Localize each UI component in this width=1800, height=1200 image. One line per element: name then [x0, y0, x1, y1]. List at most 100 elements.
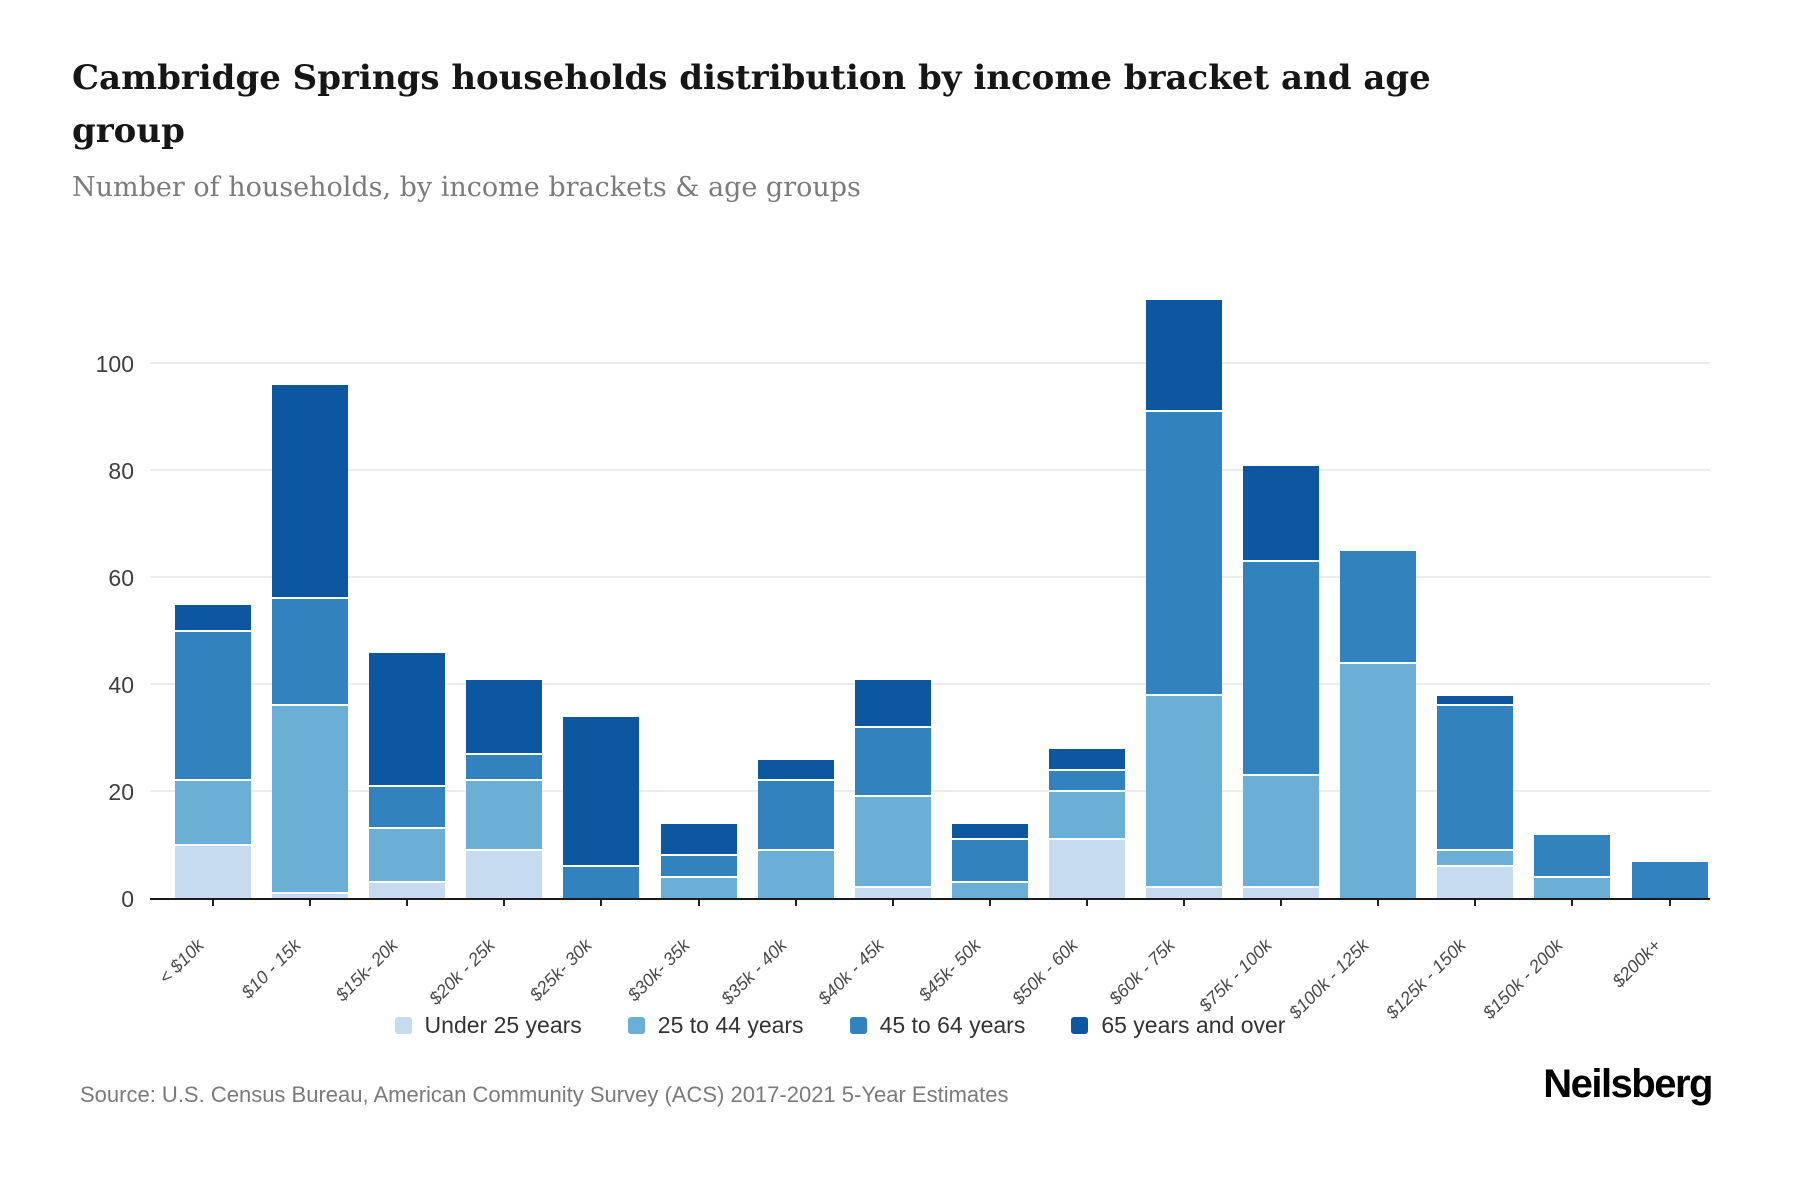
bar-segment[interactable] [272, 893, 349, 899]
bar-segment[interactable] [1243, 561, 1320, 776]
bar-segment[interactable] [466, 781, 543, 851]
tick-mark [406, 899, 409, 906]
legend-item[interactable]: Under 25 years [394, 1012, 582, 1039]
bar-segment[interactable] [466, 679, 543, 755]
bar-segment[interactable] [1437, 850, 1514, 867]
bar-segment[interactable] [854, 888, 931, 899]
legend-label: 45 to 64 years [879, 1012, 1026, 1038]
bar-group [466, 679, 543, 899]
bar-segment[interactable] [272, 599, 349, 707]
bar-segment[interactable] [175, 631, 251, 782]
bar-segment[interactable] [1340, 551, 1417, 664]
bar-segment[interactable] [757, 850, 834, 899]
bar-segment[interactable] [1534, 877, 1611, 899]
tick-mark [891, 899, 894, 906]
bar-segment[interactable] [175, 845, 251, 899]
plot-area [150, 260, 1710, 899]
y-axis-label: 100 [95, 351, 134, 377]
y-axis-label: 80 [108, 458, 134, 484]
y-axis-label: 0 [121, 886, 134, 912]
tick-mark [1668, 899, 1671, 906]
bar-segment[interactable] [1146, 412, 1222, 696]
bar-segment[interactable] [369, 829, 446, 883]
bar-segment[interactable] [951, 882, 1028, 899]
bar-segment[interactable] [1243, 888, 1320, 899]
y-axis-label: 40 [108, 672, 134, 698]
bar-segment[interactable] [1437, 866, 1514, 899]
bar-group [1048, 749, 1125, 899]
bar-segment[interactable] [466, 850, 543, 899]
bar-group [1534, 834, 1611, 899]
bar-segment[interactable] [1631, 861, 1708, 899]
tick-mark [503, 899, 506, 906]
bar-segment[interactable] [1437, 695, 1514, 707]
bar-segment[interactable] [1146, 888, 1222, 899]
bar-segment[interactable] [660, 877, 737, 899]
legend: Under 25 years 25 to 44 years 45 to 64 yea… [0, 1012, 1680, 1039]
bar-segment[interactable] [1243, 775, 1320, 889]
page-title: Cambridge Springs households distributio… [72, 58, 1431, 151]
bar-segment[interactable] [1048, 749, 1125, 771]
bar-segment[interactable] [175, 781, 251, 846]
tick-mark [600, 899, 603, 906]
bar-segment[interactable] [369, 786, 446, 830]
bar-group [563, 717, 640, 899]
legend-item[interactable]: 45 to 64 years [849, 1012, 1026, 1039]
bar-group [757, 759, 834, 899]
bar-segment[interactable] [563, 717, 640, 867]
tick-mark [988, 899, 991, 906]
legend-swatch [1071, 1017, 1089, 1034]
bar-segment[interactable] [272, 385, 349, 600]
bar-segment[interactable] [1146, 695, 1222, 889]
legend-label: 25 to 44 years [657, 1012, 804, 1038]
bar-group [951, 824, 1028, 899]
bar-group [854, 679, 931, 899]
bar-segment[interactable] [1243, 465, 1320, 562]
legend-label: 65 years and over [1101, 1012, 1286, 1038]
tick-mark [794, 899, 797, 906]
source-note: Source: U.S. Census Bureau, American Com… [80, 1082, 1009, 1107]
bar-segment[interactable] [1048, 840, 1125, 899]
bar-group [272, 385, 349, 899]
bar-segment[interactable] [1146, 299, 1222, 413]
tick-mark [1474, 899, 1477, 906]
bar-segment[interactable] [1534, 834, 1611, 878]
bar-segment[interactable] [175, 604, 251, 632]
bar-group [1437, 695, 1514, 899]
bar-segment[interactable] [951, 824, 1028, 841]
bar-segment[interactable] [369, 882, 446, 899]
x-axis-line [150, 898, 1710, 900]
bar-segment[interactable] [854, 797, 931, 889]
legend-swatch [394, 1017, 412, 1034]
bar-segment[interactable] [660, 824, 737, 857]
tick-mark [212, 899, 214, 906]
gridline [150, 469, 1710, 471]
bar-segment[interactable] [1048, 792, 1125, 841]
bar-segment[interactable] [369, 652, 446, 787]
y-axis-label: 20 [108, 779, 134, 805]
legend-item[interactable]: 65 years and over [1071, 1012, 1285, 1039]
bar-segment[interactable] [951, 840, 1028, 883]
bar-segment[interactable] [1340, 663, 1417, 899]
legend-item[interactable]: 25 to 44 years [627, 1012, 804, 1039]
bar-group [369, 652, 446, 899]
tick-mark [1571, 899, 1574, 906]
bar-segment[interactable] [466, 754, 543, 782]
bar-segment[interactable] [563, 866, 640, 899]
bar-group [1146, 299, 1222, 899]
bar-segment[interactable] [757, 781, 834, 851]
page-subtitle: Number of households, by income brackets… [72, 172, 861, 203]
brand-logo: Neilsberg [1543, 1062, 1713, 1106]
y-axis-label: 60 [108, 565, 134, 591]
bar-segment[interactable] [854, 679, 931, 728]
bar-segment[interactable] [757, 759, 834, 782]
bar-segment[interactable] [660, 856, 737, 878]
bar-segment[interactable] [1437, 706, 1514, 851]
bar-segment[interactable] [272, 706, 349, 894]
legend-label: Under 25 years [424, 1012, 582, 1038]
tick-mark [1085, 899, 1088, 906]
tick-mark [309, 899, 312, 906]
bar-segment[interactable] [1048, 770, 1125, 793]
bar-segment[interactable] [854, 727, 931, 798]
